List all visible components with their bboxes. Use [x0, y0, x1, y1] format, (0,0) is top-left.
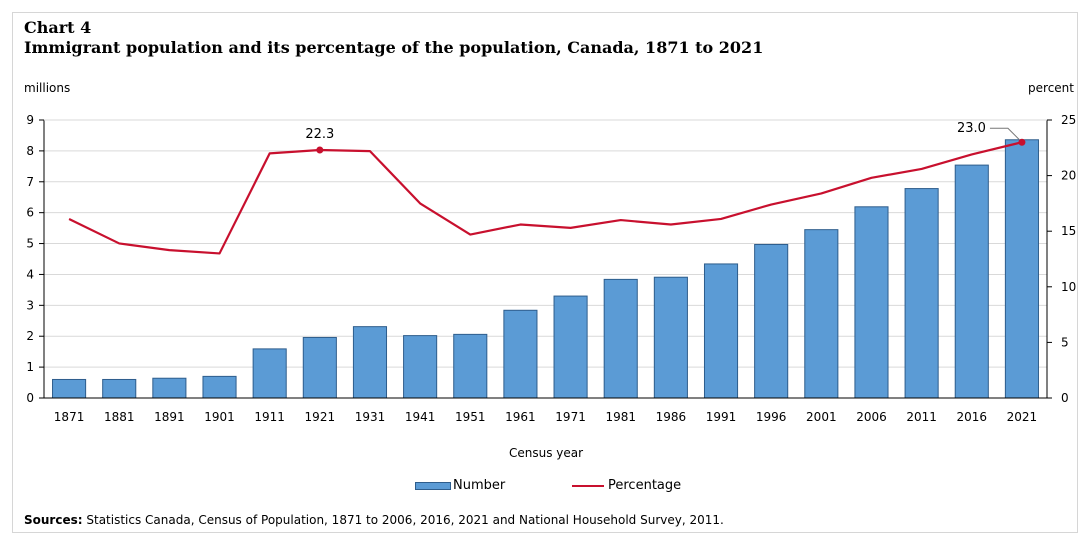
- x-axis-tick-label: 2021: [1007, 410, 1038, 424]
- x-axis-tick-label: 2016: [957, 410, 988, 424]
- bar: [202, 375, 237, 399]
- left-axis-tick-label: 5: [26, 237, 34, 251]
- bar: [754, 243, 789, 399]
- x-axis-tick-label: 1981: [605, 410, 636, 424]
- sources-label: Sources:: [24, 513, 83, 527]
- data-label: 22.3: [305, 127, 334, 142]
- right-axis-tick-label: 0: [1061, 391, 1069, 405]
- legend: Number Percentage: [0, 478, 1091, 494]
- x-axis-tick-label: 1951: [455, 410, 486, 424]
- x-axis-tick-label: 1921: [305, 410, 336, 424]
- right-axis-tick-label: 25: [1061, 113, 1076, 127]
- bar: [453, 333, 488, 399]
- annotation-point: [1018, 138, 1026, 146]
- right-axis-tick-label: 20: [1061, 169, 1076, 183]
- axes: 0 1 2 3 4 5 6 7 8 9 0 5 10 15 20 25 1871 1881 1891 1901 1911…: [26, 113, 1076, 424]
- percentage-series: 22.3 23.0: [68, 121, 1026, 255]
- x-axis-tick-label: 2011: [906, 410, 937, 424]
- x-axis-tick-label: 2001: [806, 410, 837, 424]
- bar: [252, 348, 287, 399]
- left-axis-tick-label: 0: [26, 391, 34, 405]
- bar: [804, 229, 839, 399]
- x-axis-tick-label: 1871: [54, 410, 85, 424]
- right-axis-unit-label: percent: [1028, 81, 1074, 95]
- left-axis-tick-label: 6: [26, 206, 34, 220]
- bar: [52, 378, 87, 399]
- legend-bar-swatch: [415, 481, 451, 490]
- x-axis-title: Census year: [509, 446, 583, 460]
- left-axis-tick-label: 4: [26, 267, 34, 281]
- bar: [302, 336, 337, 399]
- bar: [954, 164, 989, 399]
- x-axis-tick-label: 1881: [104, 410, 135, 424]
- percentage-line: [68, 141, 1023, 255]
- legend-item-percentage: Percentage: [572, 478, 681, 493]
- legend-label-percentage: Percentage: [608, 478, 682, 493]
- x-axis-tick-label: 1991: [706, 410, 737, 424]
- chart-number-label: Chart 4: [24, 18, 92, 37]
- left-axis-tick-label: 7: [26, 175, 34, 189]
- legend-item-number: Number: [415, 478, 505, 493]
- legend-label-number: Number: [453, 478, 506, 493]
- bar: [102, 378, 137, 399]
- x-axis-tick-label: 2006: [856, 410, 887, 424]
- x-axis-tick-label: 1961: [505, 410, 536, 424]
- right-axis-tick-label: 5: [1061, 335, 1069, 349]
- legend-line-swatch: [572, 484, 604, 487]
- annotation-point: [316, 146, 324, 154]
- bar: [403, 335, 438, 399]
- right-axis-tick-label: 15: [1061, 224, 1076, 238]
- left-axis-unit-label: millions: [24, 81, 70, 95]
- chart-frame: [12, 12, 1078, 533]
- bar: [503, 309, 538, 399]
- bar: [854, 206, 889, 399]
- bar: [904, 188, 939, 399]
- bar: [1004, 139, 1039, 399]
- right-axis-tick-label: 10: [1061, 280, 1076, 294]
- left-axis-tick-label: 1: [26, 360, 34, 374]
- x-axis-tick-label: 1901: [204, 410, 235, 424]
- bar: [553, 295, 588, 399]
- left-axis-tick-label: 9: [26, 113, 34, 127]
- bar: [703, 263, 739, 399]
- sources-note: Sources: Statistics Canada, Census of Po…: [24, 513, 724, 527]
- bar: [352, 326, 388, 399]
- left-axis-tick-label: 2: [26, 329, 34, 343]
- bar: [152, 377, 187, 399]
- gridlines: [44, 119, 1047, 368]
- bar-series: [52, 139, 1039, 399]
- x-axis-tick-label: 1891: [154, 410, 185, 424]
- x-axis-tick-label: 1971: [555, 410, 586, 424]
- x-axis-tick-label: 1996: [756, 410, 787, 424]
- x-axis-tick-label: 1941: [405, 410, 436, 424]
- data-label: 23.0: [957, 121, 986, 136]
- left-axis-tick-label: 3: [26, 298, 34, 312]
- bar: [653, 276, 688, 399]
- bar: [603, 278, 638, 399]
- sources-text: Statistics Canada, Census of Population,…: [86, 513, 724, 527]
- x-axis-tick-label: 1911: [254, 410, 285, 424]
- annotation-leader: [989, 127, 1020, 140]
- x-axis-tick-label: 1931: [355, 410, 386, 424]
- x-axis-tick-label: 1986: [656, 410, 687, 424]
- chart-title: Immigrant population and its percentage …: [24, 38, 764, 57]
- left-axis-tick-label: 8: [26, 144, 34, 158]
